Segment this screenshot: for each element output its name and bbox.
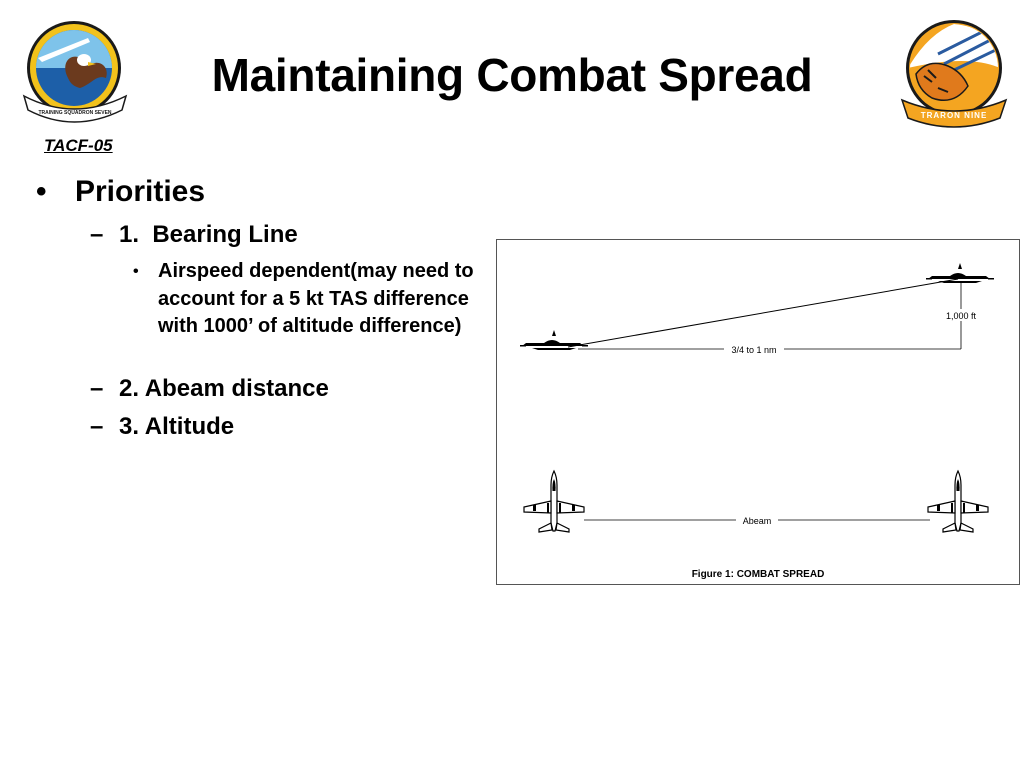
sub-bullet-text: 2. Abeam distance xyxy=(119,375,329,402)
figure-caption: Figure 1: COMBAT SPREAD xyxy=(692,569,825,580)
sub-bullet-text: 3. Altitude xyxy=(119,413,235,440)
combat-spread-figure: 3/4 to 1 nm 1,000 ft Abeam Figure 1: COM… xyxy=(496,239,1020,585)
training-squadron-seven-logo: TRAINING SQUADRON SEVEN xyxy=(22,21,128,123)
bullet-marker: • xyxy=(133,263,139,280)
dash-marker: – xyxy=(90,221,104,248)
slide-code: TACF-05 xyxy=(44,136,113,155)
sub-sub-bullet-text: Airspeed dependent(may need to account f… xyxy=(158,260,474,337)
slide-title: Maintaining Combat Spread xyxy=(211,49,813,101)
sub-bullet-altitude: –3. Altitude xyxy=(90,413,234,441)
bearing-line xyxy=(567,278,959,348)
figure-border xyxy=(496,239,1020,585)
bullet-marker: • xyxy=(36,175,47,208)
sub-bullet-abeam-distance: –2. Abeam distance xyxy=(90,375,329,403)
dash-marker: – xyxy=(90,375,104,402)
distance-label: 3/4 to 1 nm xyxy=(731,345,776,355)
sub-bullet-text: 1. Bearing Line xyxy=(119,221,298,248)
dash-marker: – xyxy=(90,413,104,440)
altitude-label: 1,000 ft xyxy=(946,311,977,321)
right-logo-ribbon-text: TRARON NINE xyxy=(921,111,988,120)
left-logo-ribbon-text: TRAINING SQUADRON SEVEN xyxy=(38,110,111,116)
sub-bullet-bearing-line: –1. Bearing Line xyxy=(90,221,298,249)
bullet-text: Priorities xyxy=(75,175,206,208)
traron-nine-logo: TRARON NINE xyxy=(900,20,1008,128)
abeam-label: Abeam xyxy=(743,516,772,526)
